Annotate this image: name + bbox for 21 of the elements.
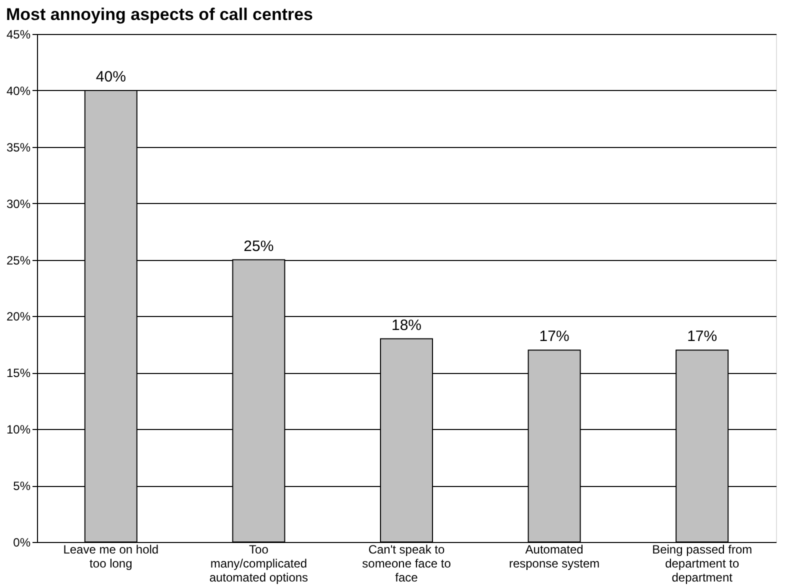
y-tick-label: 10% [6,422,31,437]
y-tick-label: 15% [6,366,31,380]
y-tick-label: 35% [6,140,31,154]
y-tick-label: 0% [13,536,31,550]
y-tick-label: 40% [6,84,31,98]
data-label: 25% [244,238,274,255]
x-tick-label: Too many/complicated automated options [209,542,308,584]
y-tick-label: 5% [13,479,31,494]
chart-title: Most annoying aspects of call centres [6,5,314,24]
x-tick-label: Can't speak to someone face to face [362,542,452,584]
data-label: 17% [539,328,570,346]
x-tick-label: Leave me on hold too long [63,542,159,570]
data-label: 18% [391,316,422,334]
y-tick-label: 20% [6,310,31,324]
y-tick-label: 25% [6,253,31,268]
data-label: 17% [687,328,718,346]
x-tick-label: Automated response system [508,542,600,570]
x-tick-label: Being passed from department to department [652,542,752,584]
data-label: 40% [96,68,126,86]
y-tick-label: 45% [6,28,31,42]
y-tick-label: 30% [6,196,31,211]
